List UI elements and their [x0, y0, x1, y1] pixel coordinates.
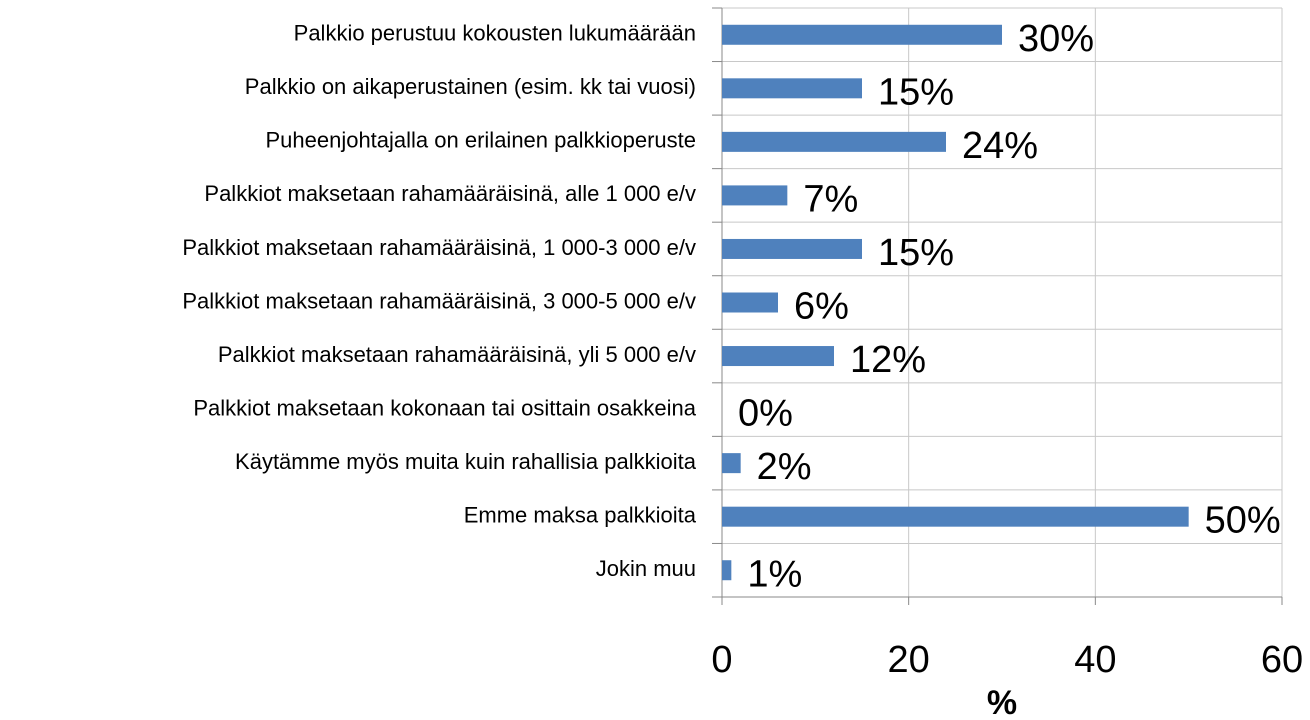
y-tick-label: Palkkiot maksetaan rahamääräisinä, 1 000… — [182, 235, 696, 260]
y-tick-label: Käytämme myös muita kuin rahallisia palk… — [235, 449, 697, 474]
y-tick-label: Palkkiot maksetaan rahamääräisinä, 3 000… — [182, 288, 696, 313]
x-tick-label: 20 — [888, 639, 930, 681]
bar — [722, 453, 741, 474]
data-label: 24% — [962, 125, 1038, 167]
data-label: 15% — [878, 71, 954, 113]
bar — [722, 506, 1189, 527]
data-label: 0% — [738, 393, 793, 435]
data-label: 30% — [1018, 18, 1094, 60]
bar — [722, 292, 778, 313]
y-tick-label: Palkkiot maksetaan kokonaan tai osittain… — [193, 395, 696, 420]
x-tick-label: 0 — [711, 639, 732, 681]
data-label: 7% — [803, 178, 858, 220]
bar — [722, 560, 732, 581]
x-tick-label: 40 — [1074, 639, 1116, 681]
bar — [722, 24, 1002, 45]
data-label: 50% — [1205, 500, 1281, 542]
bar — [722, 78, 862, 99]
data-label: 1% — [747, 553, 802, 595]
y-tick-label: Palkkiot maksetaan rahamääräisinä, alle … — [204, 181, 696, 206]
y-tick-label: Palkkiot maksetaan rahamääräisinä, yli 5… — [218, 342, 696, 367]
data-label: 6% — [794, 286, 849, 328]
y-tick-label: Jokin muu — [596, 556, 696, 581]
y-tick-label: Puheenjohtajalla on erilainen palkkioper… — [265, 128, 696, 153]
x-tick-label: 60 — [1261, 639, 1303, 681]
bar — [722, 185, 788, 206]
y-tick-label: Emme maksa palkkioita — [464, 502, 697, 527]
y-tick-label: Palkkio on aikaperustainen (esim. kk tai… — [245, 74, 696, 99]
data-label: 15% — [878, 232, 954, 274]
bar — [722, 131, 946, 152]
bar — [722, 238, 862, 259]
data-label: 2% — [757, 446, 812, 488]
y-tick-label: Palkkio perustuu kokousten lukumäärään — [294, 21, 696, 46]
data-label: 12% — [850, 339, 926, 381]
bar — [722, 346, 834, 367]
x-axis-label: % — [987, 684, 1017, 720]
